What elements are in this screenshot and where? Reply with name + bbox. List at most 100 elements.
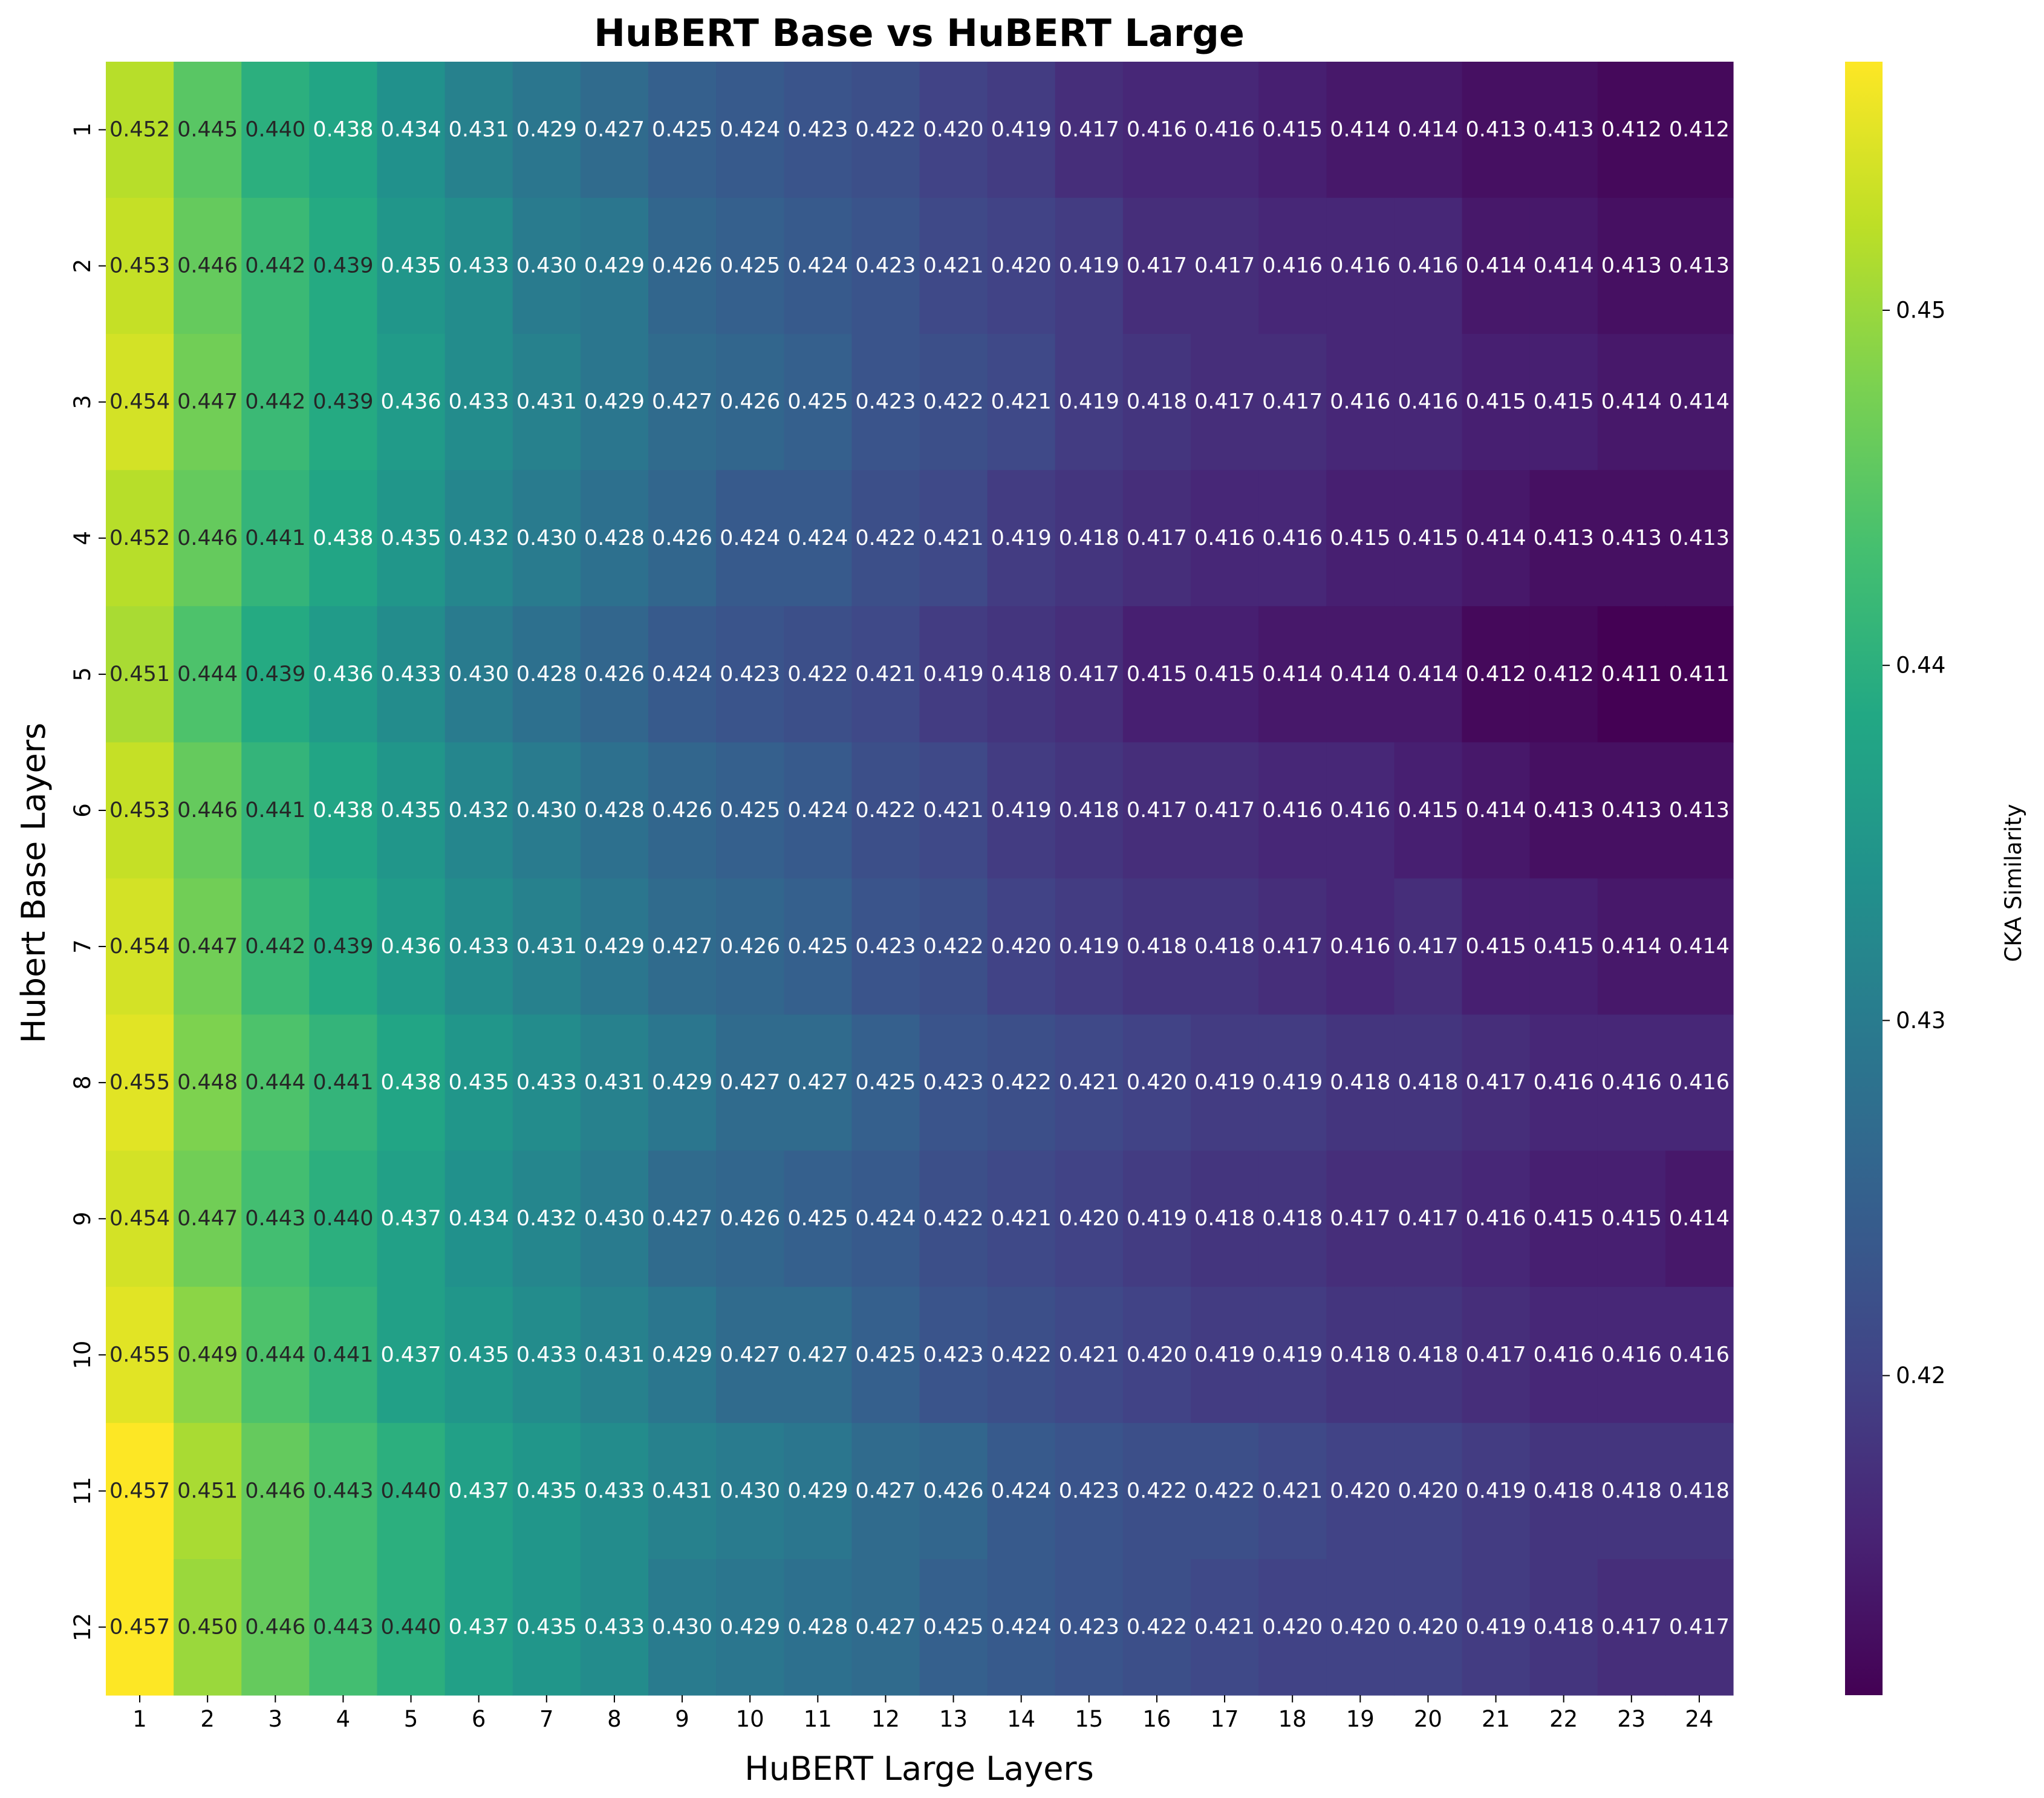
cell-value-label: 0.438 (313, 118, 373, 142)
x-tick-label: 17 (1211, 1706, 1239, 1732)
heatmap-cell (919, 1286, 988, 1424)
cell-value-label: 0.446 (177, 526, 238, 550)
cell-value-label: 0.442 (245, 390, 305, 414)
cell-value-label: 0.419 (1194, 1343, 1255, 1367)
cell-value-label: 0.435 (516, 1615, 577, 1639)
cell-value-label: 0.416 (1669, 1070, 1730, 1095)
heatmap-cell (309, 470, 378, 607)
cell-value-label: 0.417 (1059, 662, 1119, 686)
cell-value-label: 0.450 (177, 1615, 238, 1639)
cell-value-label: 0.417 (1127, 526, 1187, 550)
heatmap-cell (512, 742, 581, 879)
cell-value-label: 0.435 (516, 1479, 577, 1503)
cell-value-label: 0.441 (313, 1343, 373, 1367)
heatmap-cell (444, 198, 513, 334)
cell-value-label: 0.416 (1398, 254, 1458, 278)
heatmap-cell (919, 1014, 988, 1151)
heatmap-cell (1326, 1559, 1395, 1696)
cell-value-label: 0.416 (1465, 1207, 1526, 1231)
cell-value-label: 0.413 (1534, 118, 1594, 142)
cell-value-label: 0.421 (923, 526, 983, 550)
cell-value-label: 0.418 (1330, 1343, 1390, 1367)
heatmap-cell (1462, 470, 1531, 607)
heatmap-cell (309, 742, 378, 879)
cell-value-label: 0.413 (1669, 798, 1730, 822)
cell-value-label: 0.425 (855, 1070, 916, 1095)
cell-value-label: 0.418 (1330, 1070, 1390, 1095)
cell-value-label: 0.424 (787, 798, 848, 822)
cell-value-label: 0.418 (1669, 1479, 1730, 1503)
cell-value-label: 0.422 (787, 662, 848, 686)
heatmap-cell (851, 1150, 920, 1288)
x-tick-label: 23 (1617, 1706, 1645, 1732)
heatmap-cell (1191, 606, 1259, 743)
cell-value-label: 0.430 (584, 1207, 645, 1231)
chart-title: HuBERT Base vs HuBERT Large (594, 11, 1245, 55)
heatmap-cell (716, 62, 784, 198)
x-tick-label: 21 (1482, 1706, 1510, 1732)
cell-value-label: 0.424 (855, 1207, 916, 1231)
heatmap-cell (241, 1286, 310, 1424)
heatmap-cell (1055, 1286, 1124, 1424)
heatmap-cell (1394, 470, 1463, 607)
heatmap-cell (716, 878, 784, 1015)
heatmap-cell (784, 742, 852, 879)
cell-value-label: 0.426 (652, 798, 712, 822)
cell-value-label: 0.418 (1059, 798, 1119, 822)
cell-value-label: 0.446 (177, 798, 238, 822)
heatmap-cell (512, 878, 581, 1015)
cell-value-label: 0.432 (449, 526, 509, 550)
cell-value-label: 0.439 (313, 934, 373, 959)
heatmap-cell (851, 1559, 920, 1696)
cell-value-label: 0.438 (313, 526, 373, 550)
cell-value-label: 0.421 (991, 390, 1052, 414)
cell-value-label: 0.416 (1330, 934, 1390, 959)
heatmap-cell (648, 1422, 717, 1560)
cell-value-label: 0.423 (855, 254, 916, 278)
heatmap-cell (1055, 606, 1124, 743)
cell-value-label: 0.414 (1669, 934, 1730, 959)
cell-value-label: 0.422 (1127, 1615, 1187, 1639)
y-tick-label: 3 (70, 395, 96, 409)
heatmap-cell (1326, 606, 1395, 743)
cell-value-label: 0.433 (449, 254, 509, 278)
heatmap-cell (987, 742, 1056, 879)
cell-value-label: 0.418 (1534, 1615, 1594, 1639)
x-tick-label: 13 (939, 1706, 968, 1732)
cell-value-label: 0.429 (652, 1070, 712, 1095)
cell-value-label: 0.451 (109, 662, 170, 686)
heatmap-cell (784, 470, 852, 607)
heatmap-cell (1055, 62, 1124, 198)
heatmap-cell (716, 606, 784, 743)
heatmap-cell (1665, 1014, 1734, 1151)
cell-value-label: 0.423 (720, 662, 780, 686)
cell-value-label: 0.419 (1194, 1070, 1255, 1095)
cell-value-label: 0.418 (1127, 390, 1187, 414)
heatmap-cell (919, 470, 988, 607)
cell-value-label: 0.435 (449, 1343, 509, 1367)
cell-value-label: 0.414 (1262, 662, 1323, 686)
heatmap-cell (1462, 334, 1531, 471)
cell-value-label: 0.419 (1059, 934, 1119, 959)
heatmap-cell (919, 198, 988, 334)
heatmap-cell (716, 1014, 784, 1151)
cell-value-label: 0.440 (380, 1479, 441, 1503)
heatmap-cell (1529, 742, 1598, 879)
cell-value-label: 0.417 (1330, 1207, 1390, 1231)
cell-value-label: 0.444 (245, 1070, 305, 1095)
heatmap-cell (1326, 1014, 1395, 1151)
cell-value-label: 0.422 (855, 526, 916, 550)
cell-value-label: 0.414 (1601, 934, 1662, 959)
cell-value-label: 0.429 (720, 1615, 780, 1639)
cell-value-label: 0.421 (923, 798, 983, 822)
heatmap-cell (851, 1014, 920, 1151)
heatmap-cell (512, 1559, 581, 1696)
cell-value-label: 0.445 (177, 118, 238, 142)
cell-value-label: 0.427 (652, 934, 712, 959)
heatmap-cell (377, 1422, 446, 1560)
heatmap-cell (1462, 606, 1531, 743)
cell-value-label: 0.433 (516, 1070, 577, 1095)
cell-value-label: 0.436 (313, 662, 373, 686)
heatmap-cell (1055, 1559, 1124, 1696)
heatmap-cell (1665, 742, 1734, 879)
